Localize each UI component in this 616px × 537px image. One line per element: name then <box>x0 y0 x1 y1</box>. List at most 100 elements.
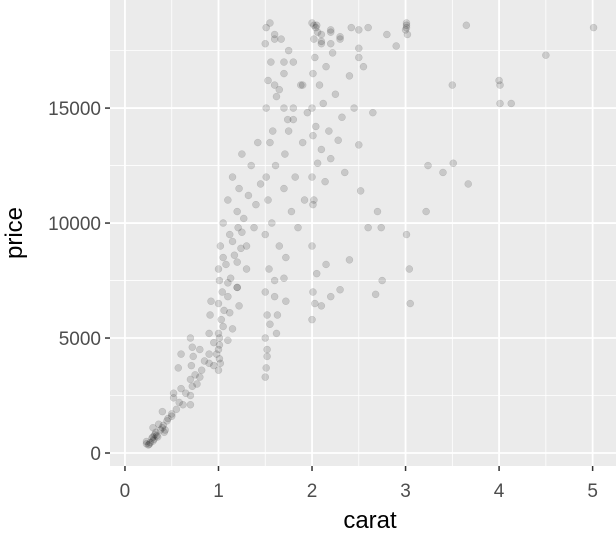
point <box>261 373 270 381</box>
point <box>589 23 598 32</box>
point <box>158 407 167 416</box>
point <box>205 350 213 358</box>
point <box>355 53 363 62</box>
point <box>270 35 279 43</box>
point <box>289 58 298 66</box>
point <box>169 389 178 397</box>
point <box>215 354 224 363</box>
point <box>402 23 411 32</box>
point <box>219 219 227 227</box>
point <box>312 269 321 278</box>
point <box>326 292 335 301</box>
point <box>144 441 153 449</box>
point <box>298 81 307 89</box>
point <box>449 159 458 168</box>
point <box>261 230 270 239</box>
point <box>263 345 271 354</box>
point <box>326 28 335 36</box>
point <box>237 244 245 253</box>
point <box>222 260 230 269</box>
point <box>402 230 411 239</box>
point <box>496 81 504 89</box>
point <box>310 21 318 30</box>
point <box>261 334 270 342</box>
y-axis-label: price <box>1 207 28 259</box>
points <box>142 19 598 449</box>
point <box>280 104 288 112</box>
point <box>191 371 199 379</box>
point <box>313 159 322 168</box>
point <box>217 315 226 324</box>
point <box>270 292 279 301</box>
point <box>336 35 344 43</box>
point <box>167 410 176 418</box>
point <box>300 196 309 204</box>
point <box>496 99 504 108</box>
point <box>247 161 255 170</box>
point <box>359 62 368 71</box>
point <box>225 230 234 239</box>
point <box>282 297 290 305</box>
point <box>308 19 316 27</box>
point <box>210 361 218 370</box>
point <box>156 426 165 434</box>
point <box>186 400 195 409</box>
point <box>161 426 169 434</box>
point <box>264 196 272 204</box>
point <box>233 207 241 216</box>
point <box>325 127 333 135</box>
point <box>215 276 224 285</box>
point <box>462 21 471 30</box>
point <box>319 99 327 108</box>
point <box>303 108 312 117</box>
point <box>214 345 223 354</box>
point <box>262 23 270 32</box>
point <box>270 276 279 285</box>
point <box>336 285 344 294</box>
point <box>225 308 234 317</box>
point <box>218 288 226 296</box>
point <box>347 23 356 32</box>
point <box>160 428 168 437</box>
y-tick-label: 0 <box>90 444 101 465</box>
point <box>228 325 237 333</box>
point <box>275 242 284 250</box>
point <box>266 320 274 328</box>
point <box>219 253 227 262</box>
point <box>317 30 326 39</box>
point <box>149 423 157 432</box>
point <box>369 108 377 117</box>
point <box>262 104 270 112</box>
point <box>148 434 156 442</box>
point <box>355 44 363 53</box>
y-tick-label: 10000 <box>48 214 101 235</box>
point <box>310 35 318 43</box>
point <box>280 58 288 66</box>
point <box>464 180 472 188</box>
point <box>322 62 330 71</box>
point <box>308 242 316 250</box>
point <box>317 302 326 310</box>
point <box>153 433 162 441</box>
point <box>158 423 167 432</box>
point <box>214 265 223 273</box>
point <box>495 76 503 85</box>
point <box>401 26 410 34</box>
point <box>322 260 330 269</box>
y-tick-label: 5000 <box>59 329 101 350</box>
point <box>244 191 253 200</box>
point <box>268 127 277 135</box>
panel <box>110 0 616 466</box>
point <box>151 430 159 439</box>
point <box>233 283 241 292</box>
point <box>188 382 197 391</box>
point <box>378 276 386 285</box>
point <box>186 334 195 342</box>
point <box>311 53 319 62</box>
point <box>186 391 195 400</box>
point <box>159 421 168 430</box>
point <box>280 184 288 193</box>
x-tick-label: 0 <box>120 481 131 502</box>
point <box>153 432 161 440</box>
